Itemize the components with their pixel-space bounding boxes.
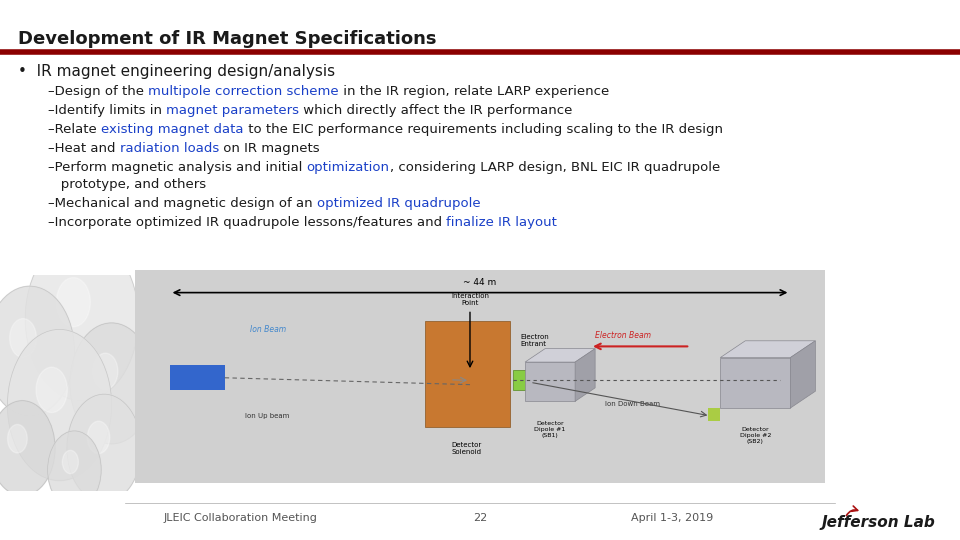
Text: optimized IR quadrupole: optimized IR quadrupole: [317, 197, 481, 210]
Text: 22: 22: [473, 513, 487, 523]
Text: –Heat and: –Heat and: [48, 142, 120, 155]
Polygon shape: [525, 349, 595, 362]
Text: Interaction
Point: Interaction Point: [451, 293, 489, 306]
Circle shape: [67, 394, 141, 502]
Circle shape: [8, 424, 27, 453]
Text: Development of IR Magnet Specifications: Development of IR Magnet Specifications: [18, 30, 437, 48]
Circle shape: [0, 401, 55, 496]
Text: Ion Down Beam: Ion Down Beam: [605, 401, 660, 407]
Text: Detector
Solenoid: Detector Solenoid: [452, 442, 482, 455]
Text: Electron Beam: Electron Beam: [595, 330, 651, 340]
Text: to the EIC performance requirements including scaling to the IR design: to the EIC performance requirements incl…: [244, 123, 723, 136]
Text: which directly affect the IR performance: which directly affect the IR performance: [300, 104, 572, 117]
Bar: [708, 408, 720, 421]
Text: in the IR region, relate LARP experience: in the IR region, relate LARP experience: [339, 85, 610, 98]
Text: ~ 44 m: ~ 44 m: [464, 278, 496, 287]
Text: •  IR magnet engineering design/analysis: • IR magnet engineering design/analysis: [18, 64, 335, 79]
Bar: [720, 357, 790, 408]
Circle shape: [70, 323, 154, 444]
Text: finalize IR layout: finalize IR layout: [446, 216, 557, 229]
Polygon shape: [575, 349, 595, 401]
Text: Detector
Dipole #2
(SB2): Detector Dipole #2 (SB2): [739, 427, 771, 444]
Circle shape: [0, 286, 75, 416]
Text: –Incorporate optimized IR quadrupole lessons/features and: –Incorporate optimized IR quadrupole les…: [48, 216, 446, 229]
Circle shape: [62, 450, 79, 474]
Text: Electron
Entrant: Electron Entrant: [520, 334, 549, 347]
Circle shape: [57, 278, 90, 327]
Polygon shape: [720, 341, 815, 357]
Text: Jefferson Lab: Jefferson Lab: [821, 515, 935, 530]
Text: Detector
Dipole #1
(SB1): Detector Dipole #1 (SB1): [535, 421, 565, 438]
Text: –Perform magnetic analysis and initial: –Perform magnetic analysis and initial: [48, 161, 306, 174]
Text: prototype, and others: prototype, and others: [48, 178, 206, 191]
Circle shape: [48, 431, 101, 509]
Text: April 1-3, 2019: April 1-3, 2019: [631, 513, 713, 523]
Circle shape: [93, 353, 118, 389]
Text: Ion Up beam: Ion Up beam: [245, 413, 289, 418]
Text: on IR magnets: on IR magnets: [219, 142, 320, 155]
Polygon shape: [790, 341, 815, 408]
Text: JLEIC Collaboration Meeting: JLEIC Collaboration Meeting: [163, 513, 317, 523]
Circle shape: [25, 237, 138, 401]
Bar: [425, 321, 510, 427]
Text: –Identify limits in: –Identify limits in: [48, 104, 166, 117]
Text: –Design of the: –Design of the: [48, 85, 148, 98]
Text: optimization: optimization: [306, 161, 390, 174]
Text: radiation loads: radiation loads: [120, 142, 219, 155]
Circle shape: [36, 367, 67, 413]
Circle shape: [10, 319, 36, 357]
Text: multipole correction scheme: multipole correction scheme: [148, 85, 339, 98]
Text: –Mechanical and magnetic design of an: –Mechanical and magnetic design of an: [48, 197, 317, 210]
Circle shape: [8, 329, 111, 481]
Bar: [170, 366, 225, 390]
Text: , considering LARP design, BNL EIC IR quadrupole: , considering LARP design, BNL EIC IR qu…: [390, 161, 720, 174]
Bar: [525, 362, 575, 401]
Bar: [513, 370, 528, 390]
Text: existing magnet data: existing magnet data: [101, 123, 244, 136]
Text: Ion Beam: Ion Beam: [250, 325, 286, 334]
Text: magnet parameters: magnet parameters: [166, 104, 300, 117]
Circle shape: [87, 421, 109, 454]
Text: –Relate: –Relate: [48, 123, 101, 136]
